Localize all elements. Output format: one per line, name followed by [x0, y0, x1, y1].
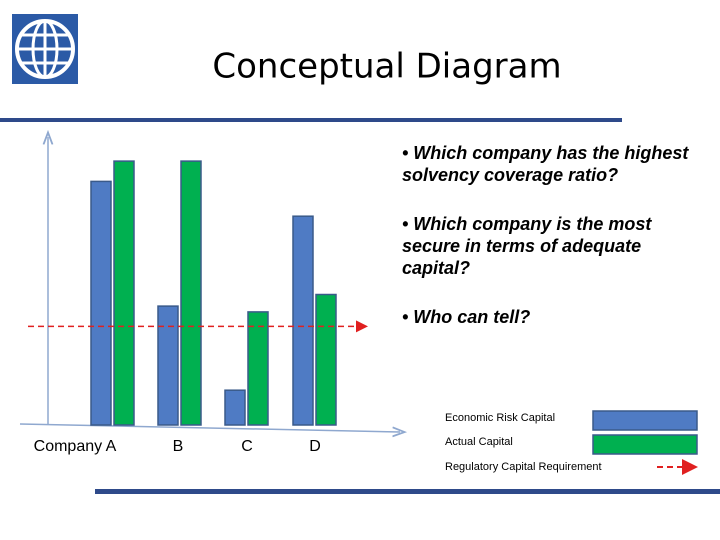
bar	[180, 160, 202, 426]
questions: • Which company has the highest solvency…	[402, 142, 692, 355]
x-axis	[19, 423, 400, 432]
bar	[292, 215, 314, 426]
bar	[224, 389, 246, 426]
bar	[157, 305, 179, 426]
bar	[113, 160, 135, 426]
x-tick-label: B	[173, 438, 184, 455]
logo	[12, 14, 78, 84]
question: • Which company is the most secure in te…	[402, 214, 652, 278]
legend-label: Regulatory Capital Requirement	[445, 461, 602, 473]
legend-label: Economic Risk Capital	[445, 412, 555, 424]
question: • Who can tell?	[402, 307, 531, 327]
rule	[0, 118, 622, 122]
bar	[90, 180, 112, 426]
bar	[247, 311, 269, 426]
legend-swatch	[592, 434, 698, 455]
x-tick-label: C	[241, 438, 253, 455]
rule	[95, 489, 720, 494]
x-tick-label: Company A	[34, 438, 117, 455]
legend-label: Actual Capital	[445, 436, 513, 448]
bar	[315, 293, 337, 426]
legend-swatch	[592, 410, 698, 431]
chart-title: Conceptual Diagram	[212, 47, 561, 87]
x-tick-label: D	[309, 438, 321, 455]
question: • Which company has the highest solvency…	[402, 143, 689, 185]
